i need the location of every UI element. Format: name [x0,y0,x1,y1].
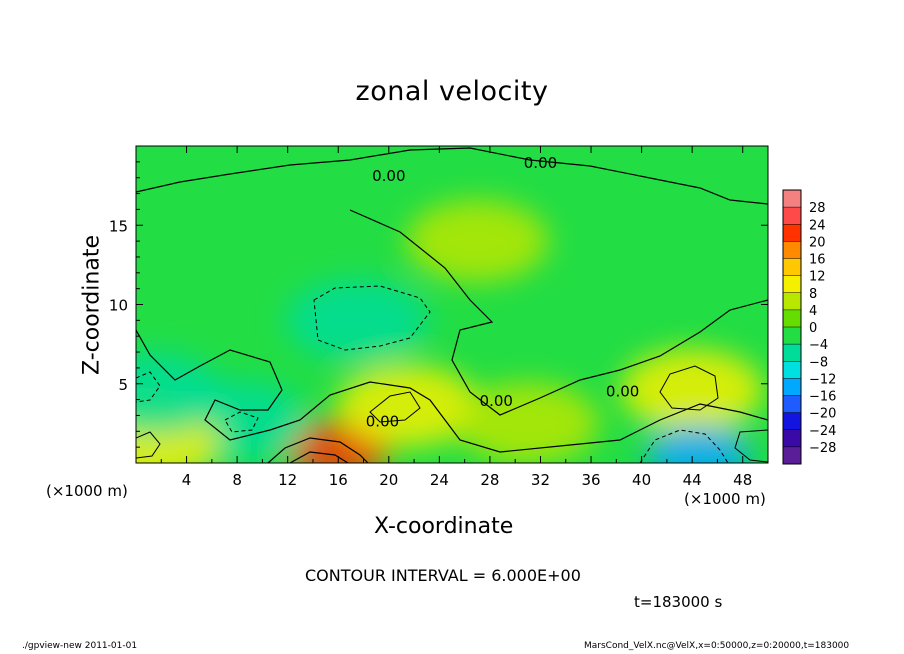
colorbar-swatch-1 [783,207,801,225]
contour-label-group: 0.00 0.00 0.00 0.00 0.00 [366,154,640,430]
x-tick-label-9: 40 [632,471,651,489]
x-tick-label-0: 4 [182,471,192,489]
x-tick-label-6: 28 [480,471,499,489]
contour-label-3: 0.00 [372,167,405,185]
x-tick-label-5: 24 [430,471,449,489]
contour-high-right-edge [734,429,768,463]
x-tick-label-8: 36 [581,471,600,489]
colorbar-swatch-12 [783,395,801,414]
contour-interval-text: CONTOUR INTERVAL = 6.000E+00 [305,566,581,585]
heatmap-feature-9 [456,382,600,463]
x-tick-label-3: 16 [329,471,348,489]
y-tick-label-2: 15 [109,217,128,235]
contour-low-8 [224,411,259,433]
x-axis-label: X-coordinate [374,514,514,539]
colorbar-swatch-13 [783,412,801,431]
x-axis: 4 8 12 16 20 24 28 32 36 40 44 48 [160,146,752,489]
chart-title: zonal velocity [355,76,549,107]
contour-low-lower-right [639,429,729,463]
colorbar-swatch-15 [783,446,801,465]
colorbar-label-0: 28 [809,201,826,216]
colorbar-label-12: −20 [809,407,836,422]
colorbar-label-1: 24 [809,218,826,233]
colorbar-swatch-0 [783,190,801,208]
colorbar-label-5: 8 [809,287,817,302]
colorbar-swatch-9 [783,344,801,362]
heatmap-feature-0 [285,279,429,362]
x-tick-label-10: 44 [683,471,702,489]
heatmap-feature-3 [620,348,764,432]
contour-label-1: 0.00 [480,392,513,410]
contour-label-2: 0.00 [606,382,639,400]
contour-warm-inner [289,451,349,463]
y-tick-label-1: 10 [109,297,128,315]
x-tick-label-1: 8 [232,471,242,489]
colorbar-swatch-6 [783,292,801,311]
y-axis: 5 10 15 [109,161,768,448]
colorbar-swatch-2 [783,224,801,242]
contour-zero-upper [136,147,768,205]
colorbar-label-2: 20 [809,235,826,250]
contour-high-44 [659,365,719,411]
contour-low-upper [313,285,431,351]
colorbar-label-4: 12 [809,270,826,285]
colorbar-swatch-10 [783,361,801,379]
contour-zero-lower [136,329,768,453]
time-label: t=183000 s [634,593,723,611]
footer-left: ./gpview-new 2011-01-01 [22,641,138,651]
x-tick-label-11: 48 [733,471,752,489]
colorbar-label-13: −24 [809,424,836,439]
x-unit-label-left: (×1000 m) [46,482,128,500]
colorbar-swatch-4 [783,258,801,277]
colorbar-swatch-8 [783,327,801,345]
colorbar-swatch-7 [783,309,801,328]
x-tick-label-4: 20 [379,471,398,489]
footer-right: MarsCond_VelX.nc@VelX,x=0:50000,z=0:2000… [584,641,850,651]
colorbar-label-14: −28 [809,441,836,456]
heatmap-feature-4 [646,425,751,463]
heatmap-feature-2 [336,364,480,448]
contour-zero-central [349,209,768,416]
colorbar-swatch-14 [783,429,801,448]
colorbar-label-3: 16 [809,253,826,268]
x-unit-label-right: (×1000 m) [684,490,766,508]
colorbar-label-9: −8 [809,355,828,370]
colorbar-label-11: −16 [809,390,836,405]
colorbar-label-6: 4 [809,304,817,319]
heatmap-feature-8 [405,199,549,283]
y-axis-label: Z-coordinate [79,235,105,375]
contour-label-4: 0.00 [524,154,557,172]
colorbar-label-7: 0 [809,321,817,336]
colorbar-swatch-5 [783,275,801,294]
x-tick-label-2: 12 [278,471,297,489]
contour-lines [136,147,768,463]
colorbar: 28 24 20 16 12 8 4 0 −4 −8 −12 −16 −20 −24 −28 [782,189,836,465]
colorbar-label-10: −12 [809,372,836,387]
heatmap-field [136,199,764,463]
colorbar-label-8: −4 [809,338,828,353]
y-tick-label-0: 5 [118,376,128,394]
contour-warm-core [267,437,369,463]
heatmap-feature-7 [136,352,223,435]
x-tick-label-7: 32 [531,471,550,489]
contour-high-left [136,431,161,459]
contour-high-20 [369,391,421,423]
contour-low-left [136,371,161,403]
colorbar-swatch-3 [783,241,801,259]
contour-label-0: 0.00 [366,413,399,431]
colorbar-swatch-11 [783,378,801,396]
